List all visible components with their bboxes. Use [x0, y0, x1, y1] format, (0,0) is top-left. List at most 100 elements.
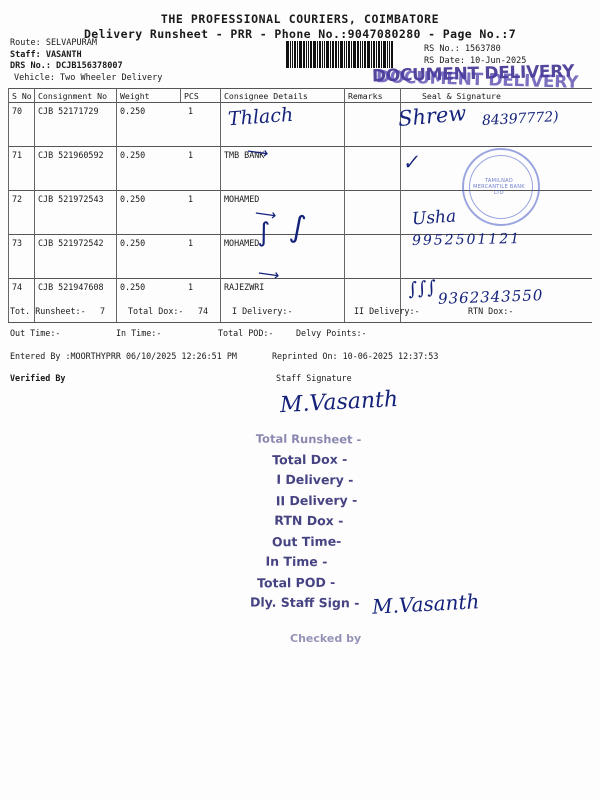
vehicle-label: Vehicle: Two Wheeler Delivery — [14, 72, 163, 83]
table-divider — [344, 88, 345, 322]
row-73-consignee-stroke: ∫ — [287, 209, 309, 246]
delivery-summary-stamp: Total Runsheet - Total Dox - I Delivery - I… — [250, 432, 361, 616]
table-divider — [220, 88, 221, 322]
barcode — [286, 41, 414, 68]
drs-no-label: DRS No.: DCJB156378007 — [10, 61, 123, 71]
row-70-weight: 0.250 — [120, 106, 146, 116]
reprinted-on-text: Reprinted On: 10-06-2025 12:37:53 — [272, 351, 439, 361]
out-time-label: Out Time:- — [10, 328, 61, 338]
entered-by-text: Entered By :MOORTHYPRR 06/10/2025 12:26:… — [10, 351, 237, 361]
row-74-phone-note: 9362343550 — [437, 286, 544, 308]
stamp-line-3: II Delivery - — [275, 491, 358, 508]
row-74-weight: 0.250 — [120, 282, 146, 292]
tot-runsheet-label: Tot. Runsheet:- — [10, 306, 86, 316]
stamp-line-0: Total Runsheet - — [255, 431, 362, 447]
row-73-s-no: 73 — [12, 238, 23, 248]
document-subtitle: Delivery Runsheet - PRR - Phone No.:9047… — [83, 27, 517, 41]
total-pod-label: Total POD:- — [218, 328, 274, 338]
checked-by-line: Checked by — [290, 632, 361, 651]
col-header-pcs: PCS — [184, 91, 199, 101]
row-74-consignee: RAJEZWRI — [224, 282, 265, 292]
row-71-pcs: 1 — [188, 150, 194, 160]
row-74-seal-signature: ∫∫∫ — [407, 276, 438, 301]
table-rule — [8, 322, 592, 323]
i-delivery-label: I Delivery:- — [232, 306, 293, 316]
checked-by-label: Checked by — [290, 632, 362, 645]
stamp-line-6: In Time - — [265, 553, 328, 570]
table-divider — [400, 88, 401, 322]
stamp-line-4: RTN Dox - — [274, 512, 344, 529]
stamp-line-7: Total POD - — [257, 574, 336, 591]
staff-signature-handwriting: M.Vasanth — [279, 386, 399, 419]
table-divider — [34, 88, 35, 322]
row-72-weight: 0.250 — [120, 194, 146, 204]
col-header-consignment-no: Consignment No — [38, 91, 108, 101]
col-header-seal-signature: Seal & Signature — [422, 91, 501, 101]
table-rule — [8, 88, 592, 89]
stamp-line-8: Dly. Staff Sign - — [249, 594, 360, 611]
row-72-s-no: 72 — [12, 194, 23, 204]
table-rule — [8, 102, 592, 103]
row-70-s-no: 70 — [12, 106, 23, 116]
row-74-consignment-no: CJB 521947608 — [38, 282, 104, 292]
total-dox-value: 74 — [198, 306, 209, 316]
header-meta-left: Route: SELVAPURAM Staff: VASANTH DRS No.… — [10, 38, 162, 84]
row-70-consignment-no: CJB 52171729 — [38, 106, 99, 116]
bank-seal-icon — [462, 148, 540, 226]
col-header-consignee-details: Consignee Details — [224, 91, 308, 101]
staff-signature-label: Staff Signature — [276, 373, 352, 383]
row-71-consignee: TMB BANK — [224, 150, 265, 160]
rs-no-label: RS No.: 1563780 — [424, 44, 501, 54]
table-rule — [8, 190, 592, 191]
header-meta-right: RS No.: 1563780 RS Date: 10-Jun-2025 — [424, 43, 526, 67]
col-header-remarks: Remarks — [348, 91, 383, 101]
rtn-dox-label: RTN Dox:- — [468, 306, 514, 316]
rs-date-label: RS Date: 10-Jun-2025 — [424, 56, 527, 66]
row-72-consignee: MOHAMED — [224, 194, 260, 204]
row-70-pcs: 1 — [188, 106, 194, 116]
row-71-s-no: 71 — [12, 150, 23, 160]
col-header-s-no: S No — [12, 91, 32, 101]
tot-runsheet-value: 7 — [100, 306, 106, 316]
row-70-seal-signature: Shrew — [397, 101, 468, 131]
table-divider — [180, 88, 181, 102]
row-73-consignment-no: CJB 521972542 — [38, 238, 104, 248]
row-74-pcs: 1 — [188, 282, 194, 292]
row-71-consignee-tick: ⟶ — [245, 141, 270, 163]
row-73-consignee: MOHAMED — [224, 238, 260, 248]
table-divider — [8, 88, 9, 322]
row-72-seal-signature: Usha — [411, 206, 457, 230]
table-rule — [8, 278, 592, 279]
col-header-weight: Weight — [120, 91, 150, 101]
row-71-seal-mark: ✓ — [400, 149, 420, 175]
company-title: THE PROFESSIONAL COURIERS, COIMBATORE — [160, 12, 440, 26]
in-time-label: In Time:- — [116, 328, 162, 338]
row-73-consignee-tick: ∫ — [256, 217, 272, 249]
stamp-line-5: Out Time- — [271, 533, 342, 549]
table-divider — [116, 88, 117, 322]
row-74-s-no: 74 — [12, 282, 23, 292]
total-dox-label: Total Dox:- — [128, 306, 184, 316]
table-rule — [8, 234, 592, 235]
stamp-line-1: Total Dox - — [272, 451, 348, 467]
row-71-weight: 0.250 — [120, 150, 146, 160]
table-rule — [8, 146, 592, 147]
row-72-pcs: 1 — [188, 194, 194, 204]
bank-seal-text: TAMILNAD MERCANTILE BANK LTD — [473, 178, 525, 196]
row-74-consignee-tick: ⟶ — [256, 263, 281, 285]
row-72-consignment-no: CJB 521972543 — [38, 194, 104, 204]
row-73-weight: 0.250 — [120, 238, 146, 248]
row-70-consignee-signature: Thlach — [227, 103, 294, 131]
route-label: Route: SELVAPURAM — [10, 38, 97, 48]
delvy-points-label: Delvy Points:- — [296, 328, 367, 338]
staff-label: Staff: VASANTH — [10, 49, 82, 60]
row-71-consignment-no: CJB 521960592 — [38, 150, 104, 160]
row-73-pcs: 1 — [188, 238, 194, 248]
verified-by-label: Verified By — [10, 373, 66, 383]
stamp-line-2: I Delivery - — [276, 471, 354, 488]
row-73-phone-note: 9952501121 — [411, 231, 522, 249]
ii-delivery-label: II Delivery:- — [354, 306, 420, 316]
row-70-phone-note: 84397772) — [481, 109, 560, 129]
stamp-staff-signature: M.Vasanth — [371, 589, 480, 619]
